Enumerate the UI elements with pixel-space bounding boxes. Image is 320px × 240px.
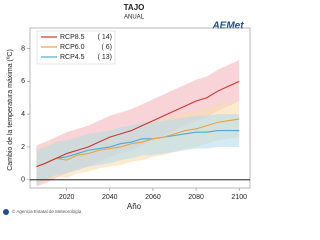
legend-count: ( 14) [98, 34, 112, 41]
x-tick-label: 2060 [145, 194, 161, 201]
legend-label: RCP8.5 [60, 34, 85, 41]
chart: TAJO ANUAL Año Cambio de la temperatura … [3, 3, 251, 215]
legend-count: ( 6) [102, 44, 113, 51]
x-axis-label: Año [127, 202, 142, 211]
x-tick-label: 2080 [188, 194, 204, 201]
chart-title: TAJO [124, 3, 145, 12]
logo: AEMet [211, 21, 244, 32]
y-tick-label: 2 [21, 144, 25, 151]
legend-label: RCP6.0 [60, 44, 85, 51]
y-tick-label: 6 [21, 78, 25, 85]
x-tick-label: 2040 [102, 194, 118, 201]
plot-frame [29, 27, 251, 189]
y-tick-label: 4 [21, 111, 25, 118]
band [36, 114, 240, 184]
series-line [36, 118, 240, 168]
footer-icon [3, 209, 9, 215]
footer: © Agencia Estatal de Meteorología [12, 208, 82, 214]
series-line [36, 80, 240, 168]
legend-label: RCP4.5 [60, 54, 85, 61]
chart-subtitle: ANUAL [124, 15, 145, 21]
y-tick-label: 8 [21, 45, 25, 52]
series-line [36, 130, 240, 168]
y-axis-label: Cambio de la temperatura máxima (ºC) [7, 49, 14, 171]
x-tick-label: 2020 [59, 194, 75, 201]
y-tick-label: 0 [21, 177, 25, 184]
legend-count: ( 13) [98, 54, 112, 61]
x-tick-label: 2100 [231, 194, 247, 201]
